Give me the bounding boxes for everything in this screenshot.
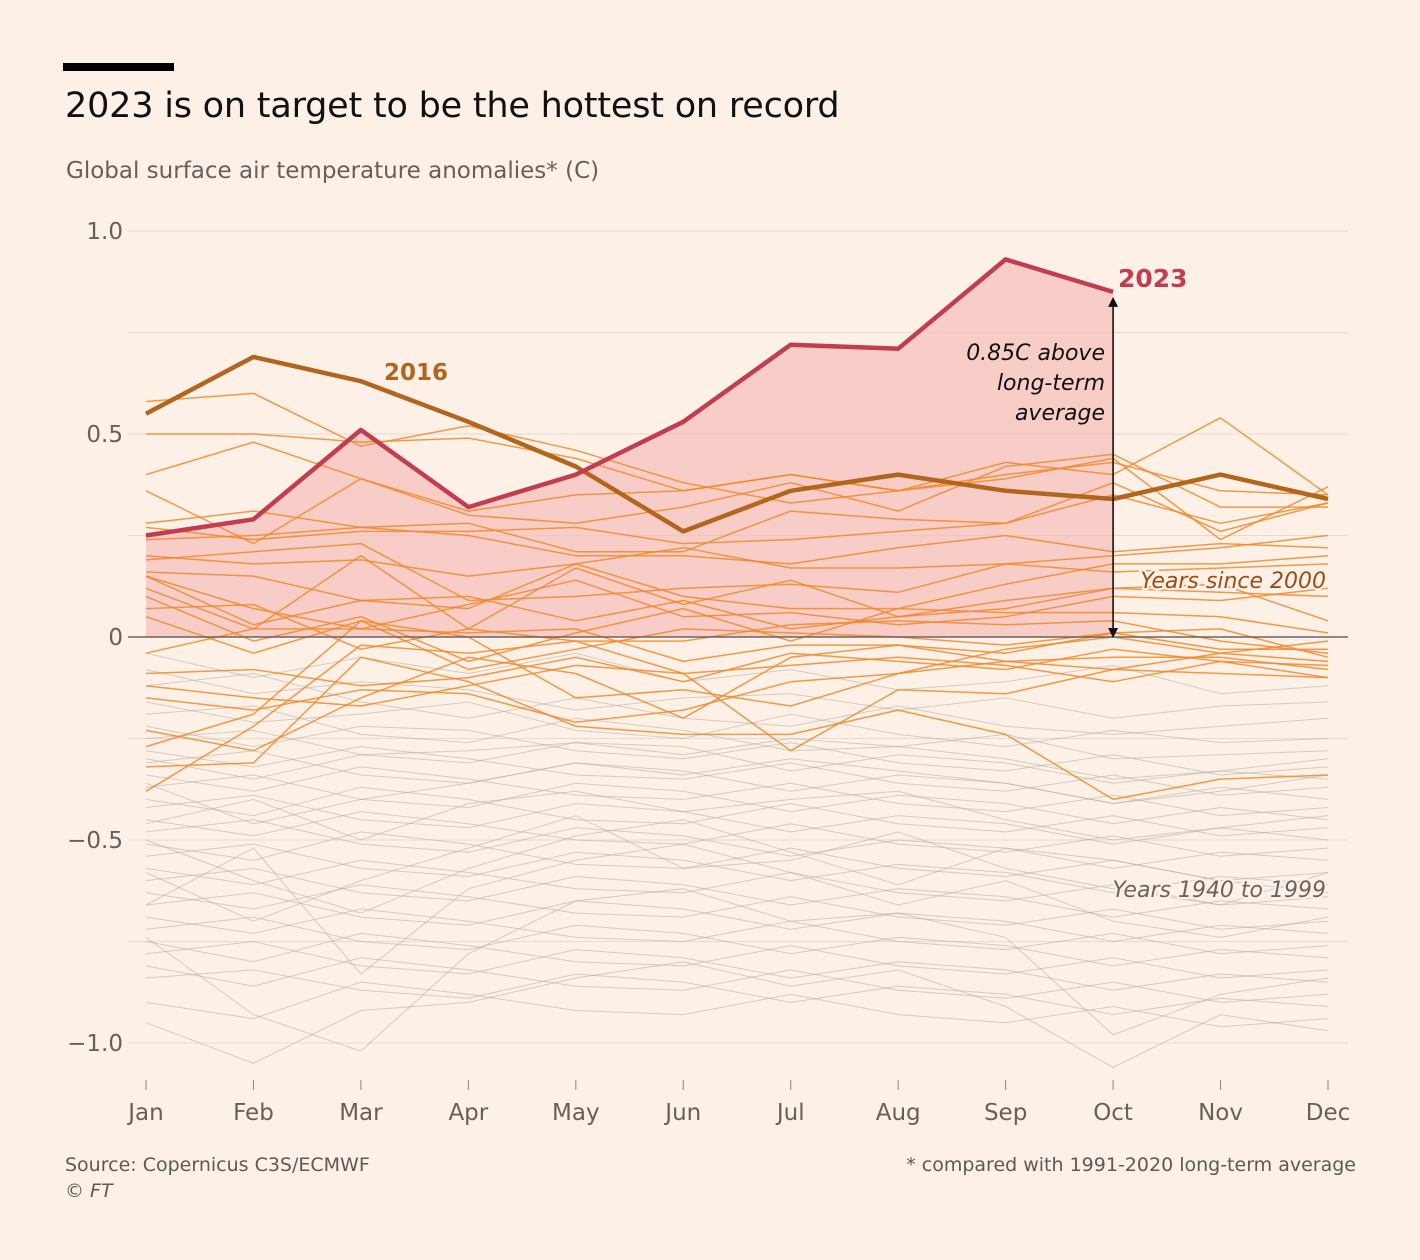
series-line-since-2000-09 [145, 542, 1329, 602]
x-tick-label: Dec [1306, 1100, 1351, 1126]
series-line-since-2000-16 [145, 615, 1329, 671]
series-line-since-2000-07 [145, 526, 1329, 565]
x-tick-label: Oct [1093, 1100, 1133, 1126]
highlight-series-layer [144, 257, 1329, 538]
series-line-y1940-1999-18 [145, 859, 1329, 906]
series-line-y1940-1999-24 [145, 932, 1329, 979]
annotation-layer: 2023 2016 0.85C above long-term average Years… [384, 264, 1328, 905]
x-tick-label: Aug [876, 1100, 921, 1126]
series-line-since-2000-04 [145, 457, 1329, 545]
label-2023: 2023 [1118, 264, 1188, 293]
x-tick-label: Nov [1198, 1100, 1243, 1126]
series-line-since-2000-19 [145, 656, 1329, 707]
series-line-since-2000-05 [145, 481, 1329, 553]
series-line-y1940-1999-03 [145, 672, 1329, 735]
series-line-since-2000-13 [145, 555, 1329, 630]
series-line-y1940-1999-33 [145, 819, 1329, 914]
x-tick-label: Feb [233, 1100, 274, 1126]
series-line-y1940-1999-27 [145, 969, 1329, 1016]
series-line-since-2000-20 [145, 652, 1329, 724]
series-line-y1940-1999-07 [145, 729, 1329, 784]
series-line-y1940-1999-23 [145, 916, 1329, 967]
x-tick-label: Mar [339, 1100, 383, 1126]
footnote: * compared with 1991-2020 long-term aver… [906, 1154, 1356, 1176]
series-line-y1940-1999-04 [145, 701, 1329, 748]
series-line-since-2000-17 [145, 628, 1329, 671]
y-tick-label: 0.5 [86, 422, 123, 448]
x-tick-label: Jul [775, 1100, 805, 1126]
series-line-y1940-1999-10 [145, 766, 1329, 817]
series-line-y1940-1999-25 [145, 940, 1329, 991]
series-since-2000-layer [145, 392, 1329, 801]
x-tick-label: Apr [448, 1100, 488, 1126]
series-line-y1940-1999-36 [145, 737, 1329, 780]
series-line-since-2000-21 [145, 632, 1328, 752]
series-line-y1940-1999-22 [145, 908, 1329, 955]
y-tick-label: 1.0 [86, 219, 123, 245]
y-tick-label: 0 [108, 625, 123, 651]
series-line-y1940-1999-28 [145, 981, 1329, 1028]
series-line-since-2000-22 [145, 620, 1329, 748]
y-tick-label: −0.5 [67, 828, 123, 854]
series-line-since-2000-12 [145, 575, 1329, 630]
series-line-y1940-1999-14 [145, 811, 1329, 857]
series-line-y1940-1999-31 [145, 843, 1329, 975]
header-rule [63, 63, 174, 71]
label-years-since-2000: Years since 2000 [1140, 569, 1326, 594]
series-1940-1999-layer [145, 652, 1329, 1068]
anomaly-label-line: long-term [997, 371, 1105, 396]
series-line-since-2000-23 [145, 656, 1329, 801]
series-line-y1940-1999-34 [145, 790, 1329, 841]
x-tick-label: Sep [984, 1100, 1027, 1126]
series-line-y1940-1999-30 [145, 888, 1329, 1052]
series-line-since-2000-03 [145, 441, 1328, 525]
series-line-y1940-1999-11 [145, 774, 1329, 825]
x-tick-label: Jan [126, 1100, 163, 1126]
series-line-since-2000-10 [145, 555, 1329, 610]
series-line-since-2000-15 [145, 603, 1329, 654]
y-tick-label: −1.0 [67, 1031, 123, 1057]
series-line-y1940-1999-16 [145, 831, 1329, 882]
series-line-y1940-1999-15 [145, 819, 1329, 869]
x-tick-label: Jun [663, 1100, 701, 1126]
series-line-y1940-1999-12 [145, 786, 1329, 837]
series-line-since-2000-18 [145, 648, 1329, 687]
series-line-y1940-1999-06 [145, 725, 1329, 776]
series-line-since-2000-24 [145, 640, 1329, 792]
series-line-y1940-1999-29 [145, 961, 1329, 1068]
series-line-since-2000-08 [145, 534, 1329, 577]
x-tick-label: May [552, 1100, 600, 1126]
series-line-since-2000-01 [145, 392, 1329, 504]
chart-subtitle: Global surface air temperature anomalies… [66, 158, 600, 184]
source-note: Source: Copernicus C3S/ECMWF [65, 1154, 370, 1176]
series-line-y1940-1999-35 [145, 758, 1329, 825]
copyright-note: © FT [65, 1180, 113, 1202]
anomaly-label-line: average [1015, 401, 1105, 426]
label-2016: 2016 [384, 360, 448, 386]
axis-layer: 1.0 0.5 0 −0.5 −1.0 Jan Feb Mar Apr May Jun Jul Aug S… [67, 219, 1350, 1126]
anomaly-label-line: 0.85C above [966, 341, 1105, 366]
series-line-since-2000-14 [145, 595, 1329, 663]
series-line-y1940-1999-32 [145, 815, 1329, 922]
series-line-y1940-1999-08 [145, 746, 1329, 796]
series-line-y1940-1999-20 [145, 884, 1329, 930]
chart-title: 2023 is on target to be the hottest on r… [65, 86, 840, 126]
series-line-2023 [145, 257, 1114, 538]
label-years-1940-1999: Years 1940 to 1999 [1112, 878, 1326, 903]
series-line-since-2000-06 [145, 494, 1329, 545]
series-line-y1940-1999-26 [145, 957, 1329, 1003]
series-line-2016 [144, 354, 1329, 534]
